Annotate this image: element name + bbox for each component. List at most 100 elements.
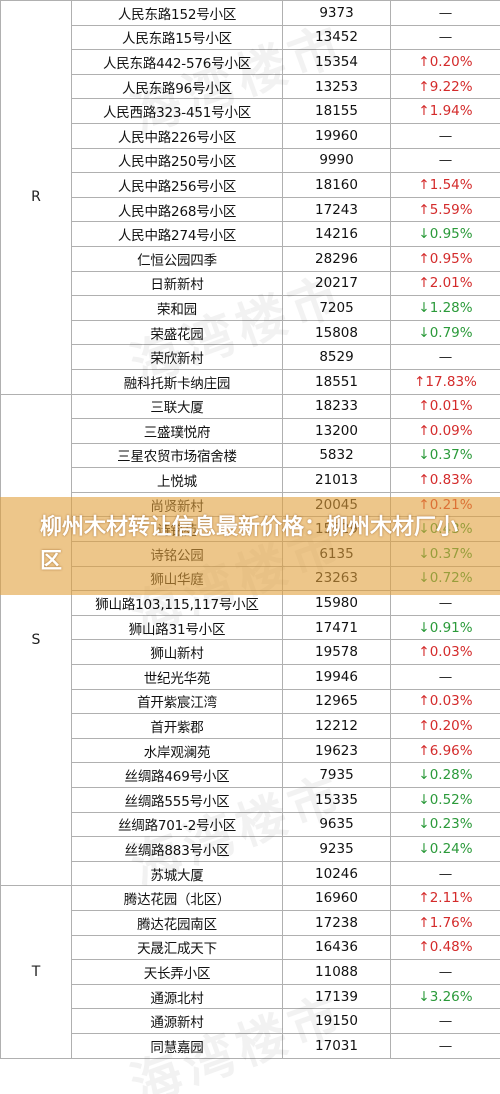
community-name: 三星农贸市场宿舍楼 — [71, 442, 283, 469]
price-value: 18551 — [282, 368, 391, 395]
banner-title: 柳州木材转让信息最新价格：柳州木材厂小区 — [40, 515, 459, 574]
table-row: 人民西路323-451号小区 18155 ↑1.94% — [1, 98, 500, 124]
price-value: 9635 — [282, 811, 391, 838]
price-value: 17031 — [282, 1032, 391, 1059]
table-row: S 三联大厦 18233 ↑0.01% — [0, 393, 500, 887]
change-value: ↑0.20% — [390, 713, 500, 739]
community-name: 三联大厦 — [71, 393, 283, 420]
community-name: 上悦城 — [71, 467, 283, 493]
group-letter: T — [0, 885, 72, 1059]
price-value: 9373 — [282, 0, 391, 26]
change-value: ↑1.94% — [390, 98, 500, 124]
table-row: 丝绸路555号小区 15335 ↓0.52% — [1, 787, 500, 813]
table-row: 人民中路256号小区 18160 ↑1.54% — [1, 172, 500, 198]
table-row: 通源北村 17139 ↓3.26% — [1, 983, 500, 1010]
price-value: 9235 — [282, 836, 391, 862]
price-value: 10246 — [282, 860, 391, 887]
price-value: 12212 — [282, 713, 391, 739]
community-name: 丝绸路883号小区 — [71, 836, 283, 862]
table-row: 日新新村 20217 ↑2.01% — [1, 270, 500, 297]
change-value: ↓1.28% — [390, 295, 500, 321]
community-name: 通源北村 — [71, 983, 283, 1010]
table-row: 丝绸路469号小区 7935 ↓0.28% — [1, 762, 500, 788]
change-value: ↓0.52% — [390, 787, 500, 813]
community-name: 人民中路256号小区 — [71, 172, 283, 198]
change-value: ↓0.24% — [390, 836, 500, 862]
community-name: 首开紫宸江湾 — [71, 688, 283, 715]
table-row: 人民中路268号小区 17243 ↑5.59% — [1, 196, 500, 223]
change-value: ↓0.28% — [390, 762, 500, 788]
community-name: 人民中路250号小区 — [71, 147, 283, 174]
price-value: 18155 — [282, 98, 391, 124]
table-row: R 人民东路152号小区 9373— — [0, 0, 500, 395]
change-value: ↑9.22% — [390, 73, 500, 100]
table-row: T 腾达花园（北区） 16960 ↑2.11% — [0, 885, 500, 1059]
change-value: ↓0.95% — [390, 221, 500, 247]
price-value: 16436 — [282, 934, 391, 961]
table-row: 人民东路96号小区 13253 ↑9.22% — [1, 73, 500, 100]
title-banner: 柳州木材转让信息最新价格：柳州木材厂小区 — [0, 497, 500, 595]
table-row: 同慧嘉园 17031— — [1, 1032, 500, 1059]
change-value: ↑0.01% — [390, 393, 500, 420]
change-value: ↑2.11% — [390, 885, 500, 911]
table-row: 天晟汇成天下 16436 ↑0.48% — [1, 934, 500, 961]
price-value: 28296 — [282, 245, 391, 272]
change-value: ↑5.59% — [390, 196, 500, 223]
price-value: 19946 — [282, 664, 391, 690]
price-value: 21013 — [282, 467, 391, 493]
change-value: ↑0.48% — [390, 934, 500, 961]
community-name: 首开紫郡 — [71, 713, 283, 739]
change-value: — — [390, 122, 500, 149]
price-value: 17139 — [282, 983, 391, 1010]
price-value: 7935 — [282, 762, 391, 788]
table-row: 天长弄小区 11088— — [1, 959, 500, 985]
community-name: 丝绸路555号小区 — [71, 787, 283, 813]
community-name: 人民东路96号小区 — [71, 73, 283, 100]
table-row: 丝绸路701-2号小区 9635 ↓0.23% — [1, 811, 500, 838]
table-row: 世纪光华苑 19946— — [1, 664, 500, 690]
community-name: 丝绸路469号小区 — [71, 762, 283, 788]
table-row: 丝绸路883号小区 9235 ↓0.24% — [1, 836, 500, 862]
table-row: 人民中路226号小区 19960— — [1, 122, 500, 149]
community-name: 人民中路274号小区 — [71, 221, 283, 247]
community-name: 人民中路268号小区 — [71, 196, 283, 223]
price-value: 16960 — [282, 885, 391, 911]
table-row: 首开紫郡 12212 ↑0.20% — [1, 713, 500, 739]
group-letter: R — [0, 0, 72, 395]
change-value: — — [390, 344, 500, 370]
price-value: 8529 — [282, 344, 391, 370]
community-name: 丝绸路701-2号小区 — [71, 811, 283, 838]
price-value: 7205 — [282, 295, 391, 321]
table-row: 荣和园 7205 ↓1.28% — [1, 295, 500, 321]
table-row: 狮山新村 19578 ↑0.03% — [1, 639, 500, 666]
table-row: 荣欣新村 8529— — [1, 344, 500, 370]
change-value: ↑2.01% — [390, 270, 500, 297]
community-name: 同慧嘉园 — [71, 1032, 283, 1059]
group-letter: S — [0, 393, 72, 887]
change-value: ↑0.09% — [390, 418, 500, 444]
community-name: 荣盛花园 — [71, 319, 283, 346]
change-value: ↑0.03% — [390, 688, 500, 715]
price-value: 13253 — [282, 73, 391, 100]
price-value: 5832 — [282, 442, 391, 469]
community-name: 天长弄小区 — [71, 959, 283, 985]
table-row: 通源新村 19150— — [1, 1008, 500, 1034]
price-value: 18160 — [282, 172, 391, 198]
price-value: 18233 — [282, 393, 391, 420]
change-value: — — [390, 1008, 500, 1034]
table-row: 腾达花园南区 17238 ↑1.76% — [1, 909, 500, 936]
table-row: 人民东路442-576号小区 15354 ↑0.20% — [1, 49, 500, 75]
change-value: — — [390, 959, 500, 985]
change-value: — — [390, 0, 500, 26]
price-value: 13200 — [282, 418, 391, 444]
table-row: 荣盛花园 15808 ↓0.79% — [1, 319, 500, 346]
community-name: 水岸观澜苑 — [71, 737, 283, 764]
price-value: 17238 — [282, 909, 391, 936]
price-value: 12965 — [282, 688, 391, 715]
table-row: 三盛璞悦府 13200 ↑0.09% — [1, 418, 500, 444]
price-value: 20217 — [282, 270, 391, 297]
community-name: 人民西路323-451号小区 — [71, 98, 283, 124]
change-value: ↑0.20% — [390, 49, 500, 75]
community-name: 通源新村 — [71, 1008, 283, 1034]
community-name: 人民东路152号小区 — [71, 0, 283, 26]
